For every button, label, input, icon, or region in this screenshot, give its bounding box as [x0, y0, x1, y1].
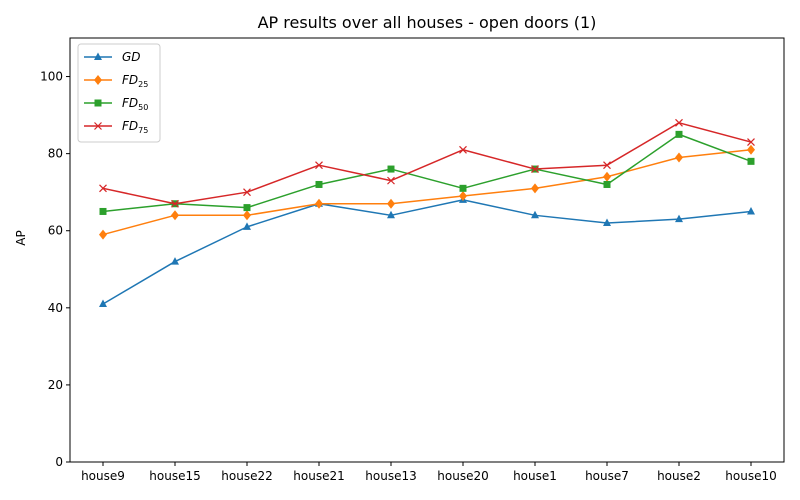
data-point-gd	[243, 222, 251, 230]
data-point-gd	[675, 214, 683, 223]
marker-stroke	[747, 138, 755, 146]
legend-marker-fd75	[94, 122, 102, 130]
data-point-fd25	[675, 152, 683, 163]
legend-label-gd: GD	[122, 50, 141, 64]
y-tick-label: 40	[48, 301, 63, 315]
data-point-gd	[171, 257, 179, 265]
data-point-fd25	[603, 171, 611, 182]
marker-stroke	[243, 188, 251, 197]
data-point-fd50	[243, 204, 251, 212]
y-axis-label: AP	[14, 230, 28, 245]
series-line-gd	[102, 199, 752, 305]
data-point-fd75	[459, 145, 467, 154]
data-point-fd50	[459, 184, 467, 192]
x-tick-label: house13	[365, 469, 416, 483]
data-point-fd25	[243, 210, 251, 221]
x-tick-label: house9	[81, 469, 125, 483]
legend-marker-gd	[94, 52, 102, 60]
data-point-gd	[603, 218, 611, 227]
x-tick-label: house22	[221, 469, 272, 483]
marker-stroke	[94, 122, 102, 130]
data-point-fd50	[675, 130, 683, 138]
plot-area: 0 20 40 60 80 100 house9 house15 house22 house21 h…	[40, 70, 777, 483]
marker-stroke	[603, 161, 611, 170]
marker-stroke	[99, 184, 107, 193]
data-point-fd50	[315, 180, 323, 188]
data-point-fd75	[99, 184, 107, 193]
x-tick-label: house15	[149, 469, 200, 483]
chart-title: AP results over all houses - open doors …	[258, 13, 597, 32]
data-point-fd75	[315, 161, 323, 170]
y-tick-label: 80	[48, 147, 63, 161]
marker-stroke	[675, 118, 683, 127]
marker-stroke	[459, 145, 467, 154]
data-point-fd75	[675, 118, 683, 127]
data-point-fd75	[171, 199, 179, 208]
data-point-gd	[387, 210, 395, 219]
y-tick-label: 100	[40, 70, 63, 84]
data-point-fd25	[459, 191, 467, 202]
marker-stroke	[387, 176, 395, 185]
legend-marker-fd50	[94, 99, 102, 107]
y-tick-label: 20	[48, 378, 63, 392]
data-point-fd75	[603, 161, 611, 170]
x-tick-label: house7	[585, 469, 629, 483]
y-tick-label: 0	[55, 455, 63, 469]
data-point-gd	[747, 206, 755, 215]
data-point-fd75	[387, 176, 395, 185]
legend-subscript-fd25: 25	[138, 80, 148, 89]
data-point-fd50	[99, 207, 107, 215]
data-point-fd50	[603, 180, 611, 188]
x-tick-label: house21	[293, 469, 344, 483]
data-point-fd50	[747, 157, 755, 165]
series-line-fd75	[102, 122, 752, 205]
marker-stroke	[171, 199, 179, 208]
data-point-fd25	[171, 210, 179, 221]
legend-marker-fd25	[94, 75, 102, 85]
marker-stroke	[531, 165, 539, 173]
legend-subscript-fd75: 75	[138, 126, 148, 135]
data-point-fd50	[387, 165, 395, 173]
data-point-fd25	[531, 183, 539, 194]
data-point-fd25	[747, 144, 755, 155]
data-point-gd	[99, 299, 107, 307]
data-point-gd	[531, 210, 539, 219]
data-point-fd75	[531, 165, 539, 173]
series-line-fd50	[102, 133, 752, 213]
y-tick-label: 60	[48, 224, 63, 238]
series-line-fd25	[102, 149, 752, 236]
data-point-fd25	[315, 198, 323, 209]
data-point-fd25	[387, 198, 395, 209]
data-point-fd75	[243, 188, 251, 197]
legend-box	[77, 43, 161, 143]
x-tick-label: house1	[513, 469, 557, 483]
data-point-fd25	[99, 229, 107, 240]
marker-stroke	[315, 161, 323, 170]
x-tick-label: house20	[437, 469, 488, 483]
plot-frame	[69, 37, 785, 463]
x-tick-label: house10	[725, 469, 776, 483]
legend-subscript-fd50: 50	[138, 103, 148, 112]
data-point-fd75	[747, 138, 755, 146]
x-tick-label: house2	[657, 469, 701, 483]
